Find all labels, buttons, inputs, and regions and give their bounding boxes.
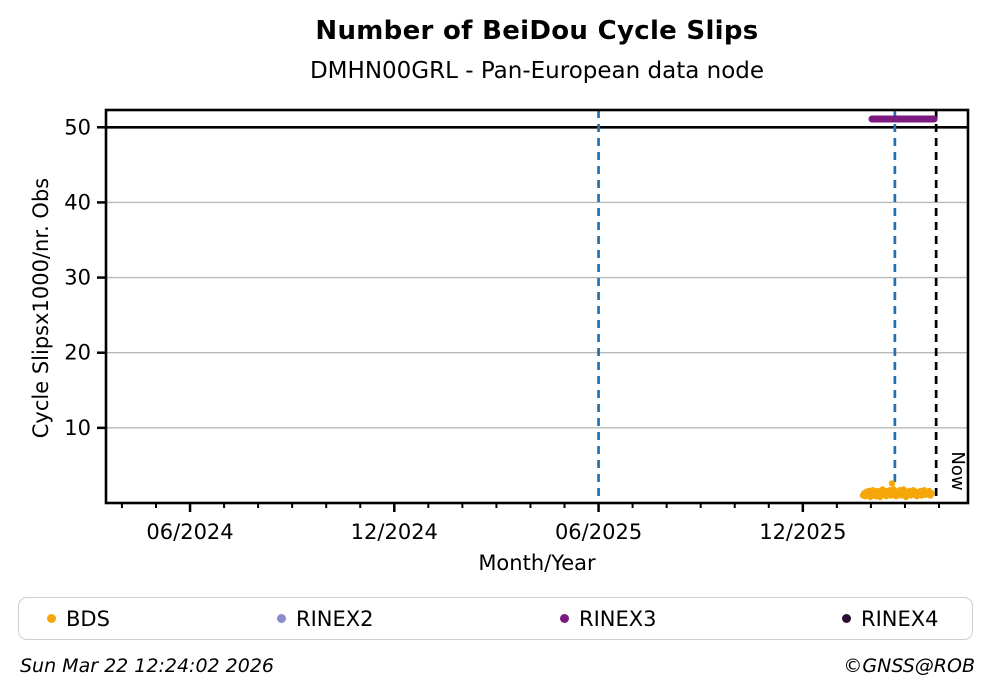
y-tick-label: 50 (64, 115, 91, 139)
axes-frame (104, 108, 970, 505)
bds-point (888, 480, 896, 487)
rinex3-marker-icon (560, 614, 569, 623)
copyright: ©GNSS@ROB (843, 655, 975, 677)
now-label: Now (947, 451, 968, 490)
rinex4-marker-icon (842, 614, 851, 623)
y-tick-label: 40 (64, 190, 91, 214)
legend-label-bds: BDS (66, 606, 110, 631)
x-tick-label: 12/2024 (351, 520, 438, 544)
y-tick-label: 30 (64, 266, 91, 290)
legend-item-rinex4: RINEX4 (842, 598, 939, 639)
legend-label-rinex4: RINEX4 (861, 606, 939, 631)
chart-title: Number of BeiDou Cycle Slips (315, 16, 759, 46)
legend-item-rinex3: RINEX3 (560, 598, 657, 639)
rinex2-marker-icon (277, 614, 286, 623)
bds-point (928, 490, 935, 497)
timestamp: Sun Mar 22 12:24:02 2026 (20, 655, 275, 677)
legend-label-rinex2: RINEX2 (296, 606, 374, 631)
legend-item-rinex2: RINEX2 (277, 598, 374, 639)
bds-marker-icon (47, 614, 56, 623)
y-tick-label: 10 (64, 416, 91, 440)
x-tick-label: 12/2025 (759, 520, 846, 544)
legend: BDS RINEX2 RINEX3 RINEX4 (18, 597, 973, 640)
legend-label-rinex3: RINEX3 (579, 606, 657, 631)
y-tick-label: 20 (64, 341, 91, 365)
chart-subtitle: DMHN00GRL - Pan-European data node (309, 58, 765, 84)
x-tick-label: 06/2024 (146, 520, 233, 544)
x-tick-label: 06/2025 (555, 520, 642, 544)
x-axis-label: Month/Year (478, 551, 596, 575)
legend-item-bds: BDS (47, 598, 110, 639)
